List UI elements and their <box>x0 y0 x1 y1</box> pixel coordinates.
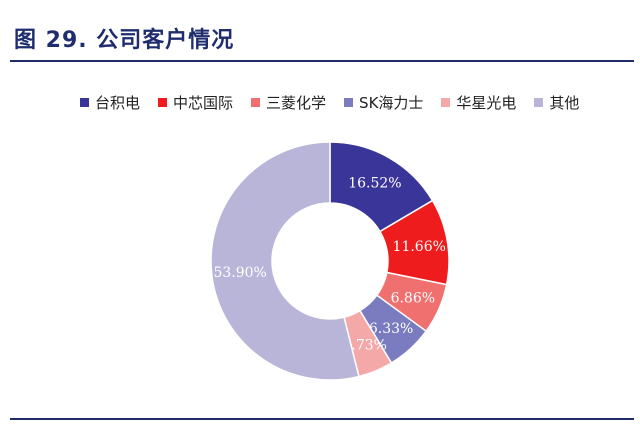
legend-label: 台积电 <box>95 94 141 112</box>
slice-data-label: 4.73% <box>342 338 386 354</box>
slice-data-label: 11.66% <box>393 239 446 255</box>
legend-item: 三菱化学 <box>251 92 326 113</box>
legend-swatch <box>251 98 261 107</box>
legend-item: 中芯国际 <box>158 92 233 113</box>
legend-label: 中芯国际 <box>173 94 234 112</box>
slice-data-label: 6.86% <box>391 291 435 307</box>
title-divider <box>10 60 634 62</box>
legend-item: SK海力士 <box>344 92 423 113</box>
legend-label: 三菱化学 <box>266 94 327 112</box>
legend-item: 华星光电 <box>441 92 516 113</box>
donut-slice <box>210 141 360 381</box>
legend-swatch <box>80 98 89 107</box>
bottom-divider <box>10 418 634 420</box>
chart-legend: 台积电 中芯国际 三菱化学 SK海力士 华星光电 其他 <box>80 92 579 113</box>
legend-swatch <box>441 98 451 107</box>
legend-label: SK海力士 <box>359 94 424 112</box>
slice-data-label: 16.52% <box>348 175 401 191</box>
legend-swatch <box>534 98 544 107</box>
slice-data-label: 6.33% <box>369 321 413 337</box>
legend-item: 台积电 <box>80 92 140 113</box>
slice-data-label: 53.90% <box>213 265 266 281</box>
page-title: 图 29. 公司客户情况 <box>14 28 235 53</box>
legend-item: 其他 <box>534 92 579 113</box>
legend-label: 华星光电 <box>456 94 517 112</box>
legend-label: 其他 <box>549 94 580 112</box>
legend-swatch <box>344 98 354 107</box>
legend-swatch <box>158 98 168 107</box>
